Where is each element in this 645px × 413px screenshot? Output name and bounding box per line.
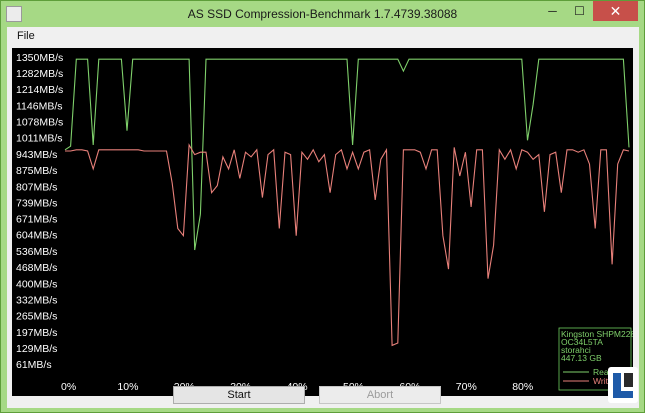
y-tick-label: 1350MB/s <box>16 52 63 64</box>
app-icon <box>6 6 22 22</box>
legend-info-line: 447.13 GB <box>561 353 602 363</box>
y-tick-label: 129MB/s <box>16 343 57 355</box>
y-tick-label: 468MB/s <box>16 262 57 274</box>
y-tick-label: 807MB/s <box>16 181 57 193</box>
y-tick-label: 400MB/s <box>16 278 57 290</box>
y-tick-label: 943MB/s <box>16 149 57 161</box>
y-tick-label: 1282MB/s <box>16 68 63 80</box>
y-tick-label: 671MB/s <box>16 214 57 226</box>
window-title: AS SSD Compression-Benchmark 1.7.4739.38… <box>187 7 458 21</box>
legend-label-read: Read <box>593 367 614 377</box>
chart-background <box>12 48 633 396</box>
y-tick-label: 61MB/s <box>16 359 52 371</box>
legend-label-write: Write <box>593 376 613 386</box>
x-tick-label: 70% <box>456 381 477 393</box>
client-area: File 1350MB/s 1282MB/s 1214MB/s 1146MB/s 107… <box>7 27 639 408</box>
legend-info-line: Kingston SHPM228 <box>561 329 633 339</box>
y-tick-label: 332MB/s <box>16 295 57 307</box>
series-line-write <box>65 143 630 347</box>
series-line-read <box>64 58 630 251</box>
y-tick-label: 1078MB/s <box>16 117 63 129</box>
x-tick-label: 10% <box>117 381 138 393</box>
y-tick-label: 536MB/s <box>16 246 57 258</box>
x-tick-label: 0% <box>61 381 76 393</box>
legit-reviews-logo <box>608 367 638 403</box>
minimize-button[interactable]: ─ <box>548 4 557 18</box>
y-tick-label: 1011MB/s <box>16 133 63 145</box>
legend-info-line: storahci <box>561 345 591 355</box>
y-tick-label: 1146MB/s <box>16 100 63 112</box>
title-bar[interactable]: AS SSD Compression-Benchmark 1.7.4739.38… <box>1 1 644 27</box>
menu-file[interactable]: File <box>17 29 35 42</box>
legend-info-line: OC34L5TA <box>561 337 603 347</box>
y-tick-label: 604MB/s <box>16 230 57 242</box>
start-button[interactable]: Start <box>173 386 305 404</box>
compression-chart: 1350MB/s 1282MB/s 1214MB/s 1146MB/s 1078MB/s… <box>12 48 633 396</box>
y-tick-label: 739MB/s <box>16 198 57 210</box>
close-button[interactable]: ✕ <box>593 1 638 21</box>
y-tick-label: 197MB/s <box>16 327 57 339</box>
y-tick-label: 1214MB/s <box>16 84 63 96</box>
y-tick-label: 875MB/s <box>16 165 57 177</box>
window-controls: ─ ☐ ✕ <box>539 1 638 21</box>
x-tick-label: 80% <box>512 381 533 393</box>
abort-button[interactable]: Abort <box>319 386 441 404</box>
button-bar: Start Abort <box>7 383 639 405</box>
y-tick-label: 265MB/s <box>16 311 57 323</box>
menu-bar: File <box>7 27 639 44</box>
maximize-button[interactable]: ☐ <box>574 4 585 18</box>
